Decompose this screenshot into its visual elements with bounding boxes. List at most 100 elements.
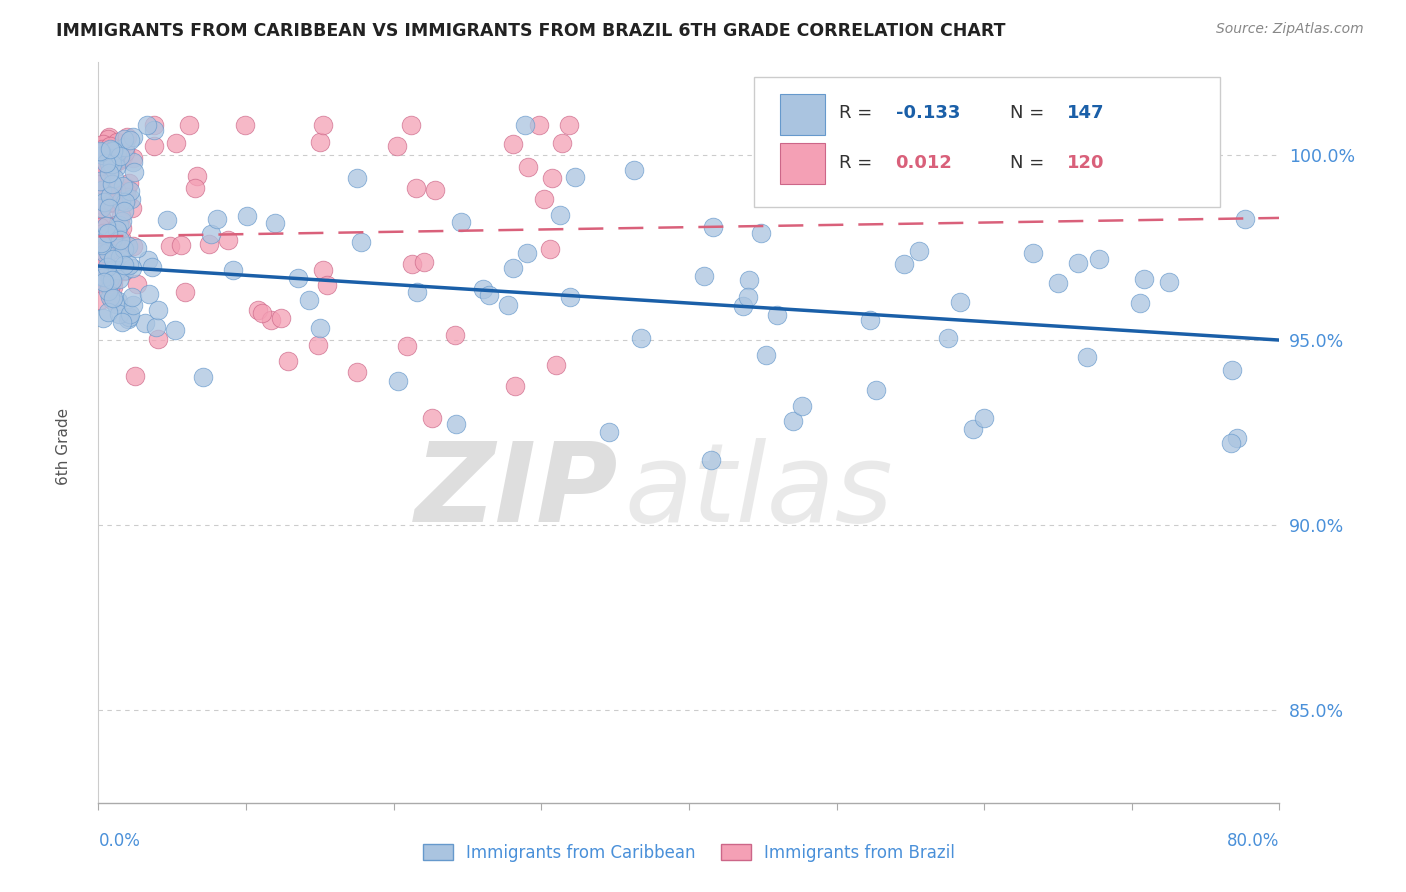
Point (121, 298, 143, 312)
Point (107, 229, 129, 244)
Point (936, 331, 959, 345)
Point (121, 290, 143, 304)
Point (118, 310, 141, 324)
Point (108, 272, 131, 286)
Point (450, 215, 472, 229)
Point (91, 226, 114, 240)
Text: atlas: atlas (624, 438, 893, 545)
Point (107, 237, 129, 252)
Point (134, 317, 156, 331)
Point (90, 244, 112, 259)
Point (89, 241, 111, 255)
Point (112, 204, 135, 219)
Point (236, 210, 259, 224)
Point (148, 332, 170, 346)
Point (702, 220, 724, 235)
Point (100, 266, 122, 280)
Point (115, 190, 138, 204)
Point (205, 211, 228, 226)
Point (515, 119, 537, 133)
Point (101, 252, 124, 266)
Point (1076, 350, 1098, 364)
Point (385, 138, 408, 153)
Point (93, 194, 115, 209)
Point (444, 417, 467, 432)
Point (89, 293, 111, 308)
Point (136, 119, 159, 133)
Point (263, 216, 285, 230)
Point (399, 119, 422, 133)
Point (141, 260, 163, 275)
Point (142, 139, 165, 153)
Point (1088, 252, 1111, 267)
Point (97, 155, 120, 169)
Point (114, 140, 136, 154)
Point (110, 148, 132, 162)
Point (122, 239, 145, 253)
Point (1226, 431, 1249, 445)
Bar (780, 94, 825, 135)
Point (117, 176, 139, 190)
Point (350, 235, 373, 250)
Point (307, 337, 329, 351)
Point (91, 310, 114, 325)
Point (221, 263, 243, 277)
Point (90, 183, 112, 197)
Point (91, 147, 114, 161)
Point (908, 244, 931, 259)
Point (101, 273, 124, 287)
Point (551, 136, 574, 150)
Point (496, 298, 519, 312)
Point (101, 291, 124, 305)
Text: N =: N = (1010, 104, 1050, 122)
Point (118, 133, 141, 147)
Point (105, 264, 128, 278)
Point (94, 252, 117, 267)
Point (96, 146, 118, 161)
Point (103, 145, 125, 159)
Point (97, 226, 120, 240)
Point (97, 305, 120, 319)
Point (108, 233, 131, 247)
Point (111, 178, 134, 193)
Point (97, 132, 120, 146)
Point (90, 201, 112, 215)
Point (145, 319, 167, 334)
Text: 120: 120 (1067, 153, 1104, 171)
Point (97, 130, 120, 145)
Point (114, 194, 136, 209)
Point (94, 156, 117, 170)
Point (94, 195, 117, 210)
Point (101, 262, 124, 277)
Point (105, 136, 128, 150)
Point (217, 233, 239, 247)
Point (1022, 246, 1045, 260)
Point (1129, 295, 1152, 310)
Point (120, 192, 142, 206)
Point (516, 245, 538, 260)
Point (93, 259, 115, 273)
Point (143, 119, 166, 133)
Point (101, 275, 124, 289)
Point (89, 219, 111, 234)
Point (110, 153, 132, 167)
Point (395, 338, 418, 352)
Point (121, 201, 143, 215)
Point (766, 308, 789, 322)
Point (548, 208, 571, 222)
Point (111, 214, 134, 228)
Point (100, 196, 122, 211)
Point (309, 321, 332, 335)
Point (93, 214, 115, 228)
Point (159, 239, 181, 253)
Point (89, 276, 111, 290)
Point (114, 131, 136, 145)
Point (101, 293, 124, 308)
Point (309, 135, 332, 149)
Point (107, 307, 129, 321)
Text: 80.0%: 80.0% (1227, 832, 1279, 850)
Point (1157, 275, 1180, 289)
Point (170, 237, 193, 252)
Point (97, 240, 120, 254)
Point (101, 177, 124, 191)
